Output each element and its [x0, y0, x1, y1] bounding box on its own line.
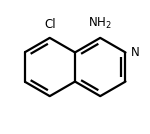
Text: NH$_2$: NH$_2$: [88, 16, 112, 31]
Text: N: N: [131, 46, 140, 59]
Text: Cl: Cl: [44, 18, 56, 31]
